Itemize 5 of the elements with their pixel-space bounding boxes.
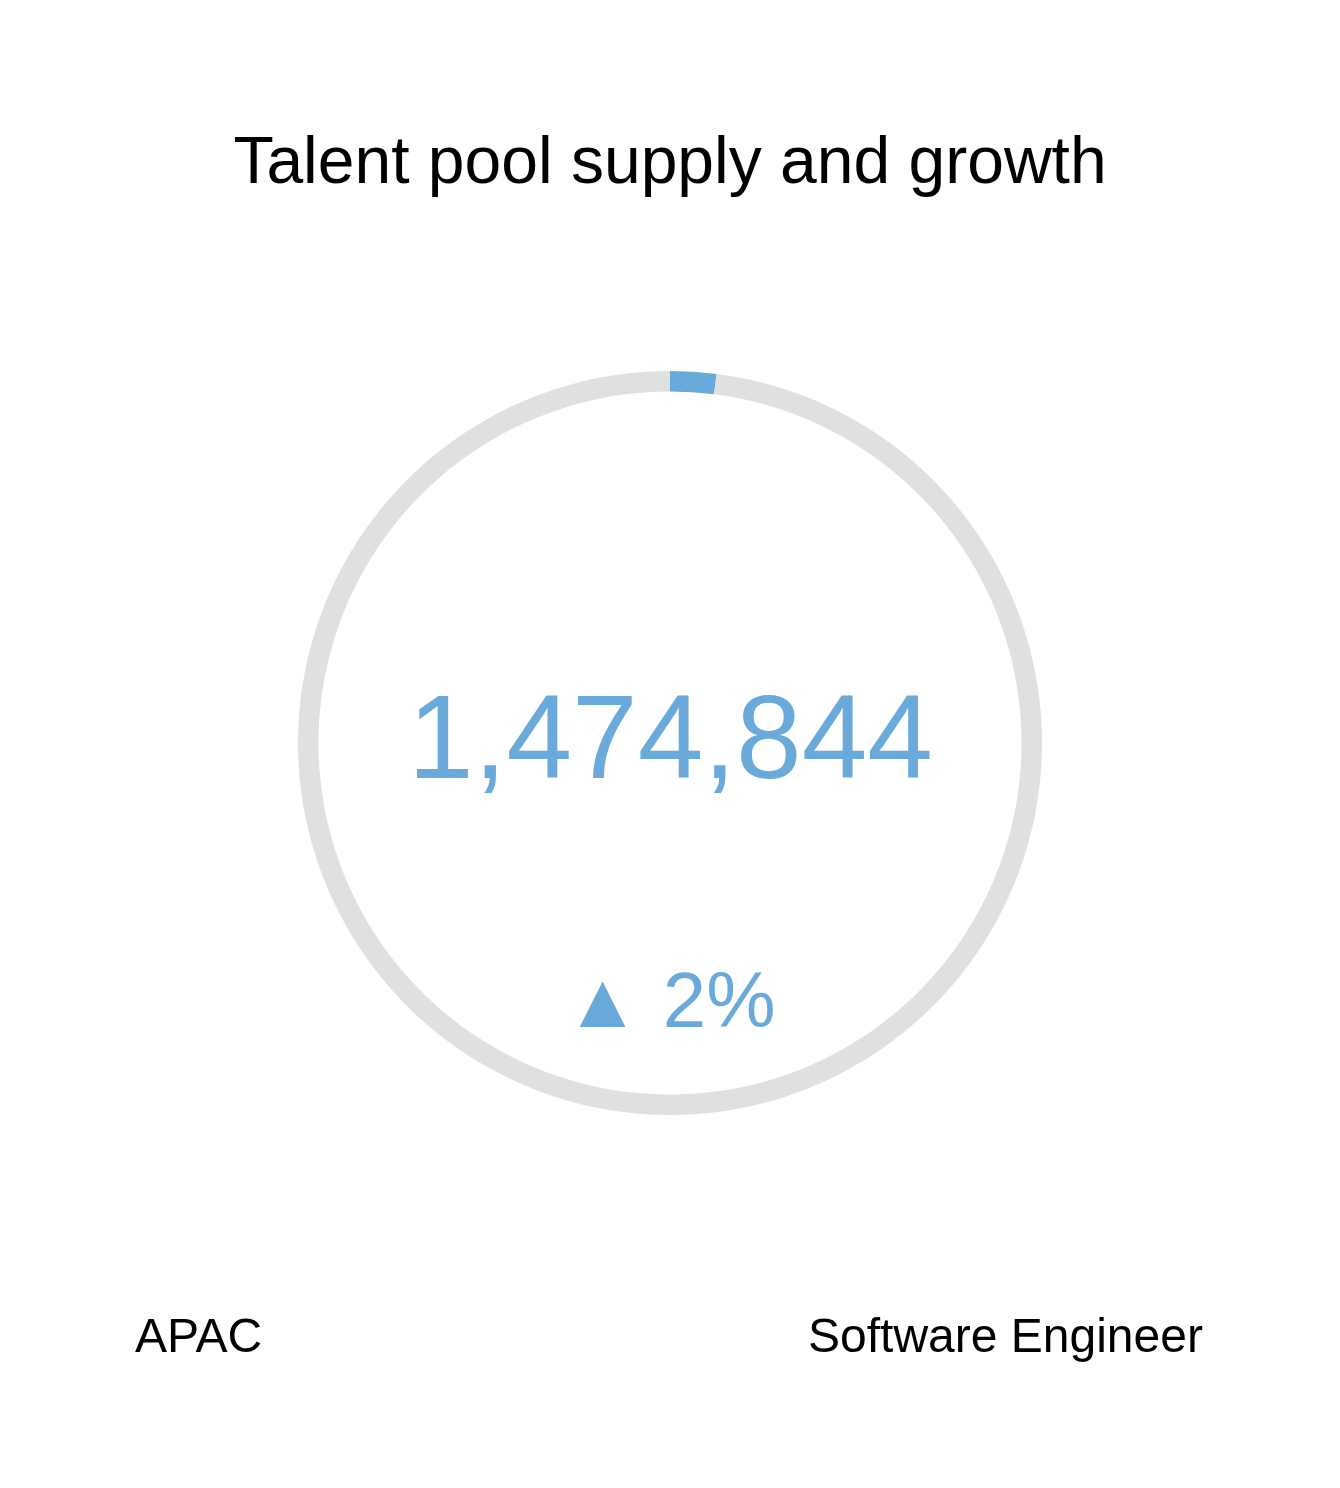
text: ▲ 2% [564, 956, 776, 1044]
text: 1,474,844 [408, 671, 933, 803]
chart-title: Talent pool supply and growth [233, 123, 1107, 198]
text: APAC [135, 1309, 263, 1362]
text: Software Engineer [808, 1309, 1203, 1362]
